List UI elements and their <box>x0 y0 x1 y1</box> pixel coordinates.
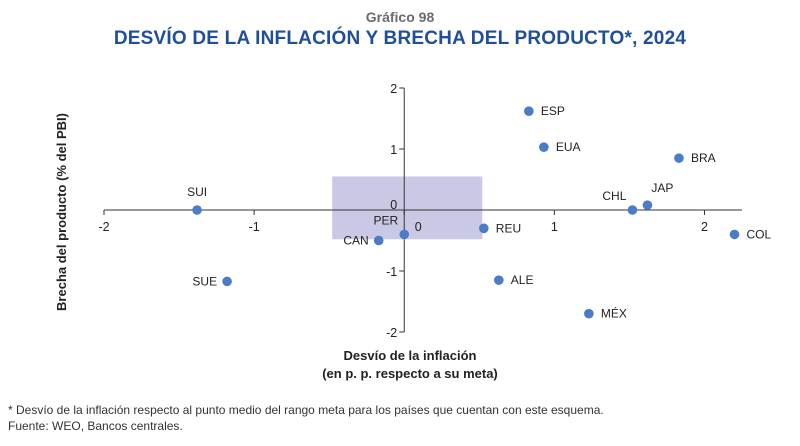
x-tick-label: -2 <box>98 220 109 234</box>
x-tick-label: 2 <box>701 220 708 234</box>
data-label-chl: CHL <box>602 189 626 203</box>
data-point-chl <box>627 205 638 215</box>
data-label-col: COL <box>746 227 771 241</box>
scatter-chart: -2 -1 0 1 2 -2 -1 0 1 2 ESP EUA BRA JAP CHL COL SUI SUE PE… <box>54 82 771 381</box>
data-label-eua: EUA <box>556 140 581 154</box>
chart-kicker: Gráfico 98 <box>365 9 435 25</box>
data-label-sue: SUE <box>192 274 217 288</box>
data-point-sue <box>222 276 232 287</box>
data-point-reu <box>478 223 489 234</box>
data-label-jap: JAP <box>651 181 673 195</box>
data-label-bra: BRA <box>691 151 716 165</box>
data-label-reu: REU <box>496 221 521 235</box>
data-point-sui <box>192 205 202 215</box>
data-point-jap <box>642 200 653 210</box>
data-point-méx <box>584 308 594 319</box>
y-tick-label: 0 <box>390 198 397 212</box>
footnotes: * Desvío de la inflación respecto al pun… <box>8 402 604 434</box>
y-axis-title: Brecha del producto (% del PBI) <box>54 113 69 311</box>
y-tick-label: -2 <box>386 326 397 340</box>
footnote-source: Fuente: WEO, Bancos centrales. <box>8 419 183 433</box>
x-axis-subtitle: (en p. p. respecto a su meta) <box>322 366 498 381</box>
data-label-can: CAN <box>343 234 368 248</box>
data-label-méx: MÉX <box>601 306 627 321</box>
y-tick-label: 2 <box>390 82 397 96</box>
data-point-ale <box>494 275 504 285</box>
x-tick-label: 0 <box>415 220 422 234</box>
data-point-esp <box>524 106 534 116</box>
x-axis-title: Desvío de la inflación <box>344 348 477 363</box>
data-label-ale: ALE <box>511 273 534 287</box>
chart-title: DESVÍO DE LA INFLACIÓN Y BRECHA DEL PROD… <box>113 28 687 49</box>
x-tick-label: 1 <box>551 220 558 234</box>
data-label-sui: SUI <box>187 185 207 199</box>
x-tick-label: -1 <box>249 220 260 234</box>
data-label-per: PER <box>374 213 399 227</box>
y-tick-label: -1 <box>386 265 397 279</box>
data-point-eua <box>539 142 549 152</box>
footnote-note: * Desvío de la inflación respecto al pun… <box>8 403 604 417</box>
y-tick-label: 1 <box>390 143 397 157</box>
data-point-bra <box>674 153 684 163</box>
data-point-col <box>729 229 740 240</box>
data-label-esp: ESP <box>541 104 565 118</box>
target-band <box>332 176 483 240</box>
data-point-can <box>373 235 384 246</box>
data-point-per <box>399 229 410 240</box>
